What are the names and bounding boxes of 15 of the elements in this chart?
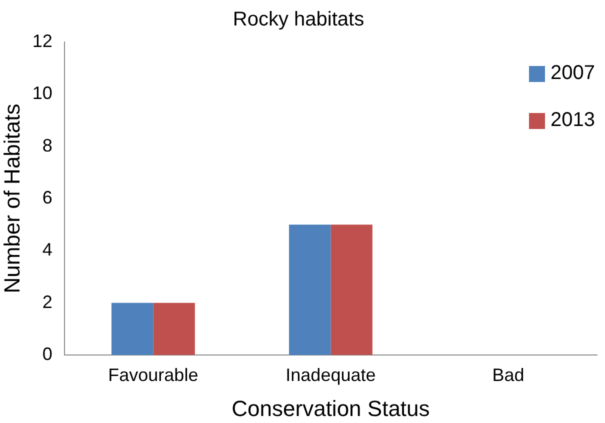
x-tick-label: Favourable	[108, 364, 198, 385]
legend-label: 2007	[550, 62, 595, 85]
y-tick-label: 4	[42, 240, 52, 260]
x-axis-title: Conservation Status	[232, 396, 430, 421]
y-tick-label: 8	[42, 135, 52, 156]
y-tick-label: 6	[42, 187, 52, 208]
x-tick-label: Inadequate	[286, 364, 376, 385]
y-tick-label: 2	[42, 292, 52, 312]
legend-label: 2013	[550, 109, 595, 132]
chart-title: Rocky habitats	[232, 8, 364, 31]
x-tick-label: Bad	[492, 364, 524, 385]
y-tick-label: 12	[32, 30, 52, 51]
y-tick-label: 0	[42, 344, 52, 364]
y-tick-label: 10	[32, 83, 52, 104]
y-axis-title: Number of Habitats	[0, 104, 24, 294]
